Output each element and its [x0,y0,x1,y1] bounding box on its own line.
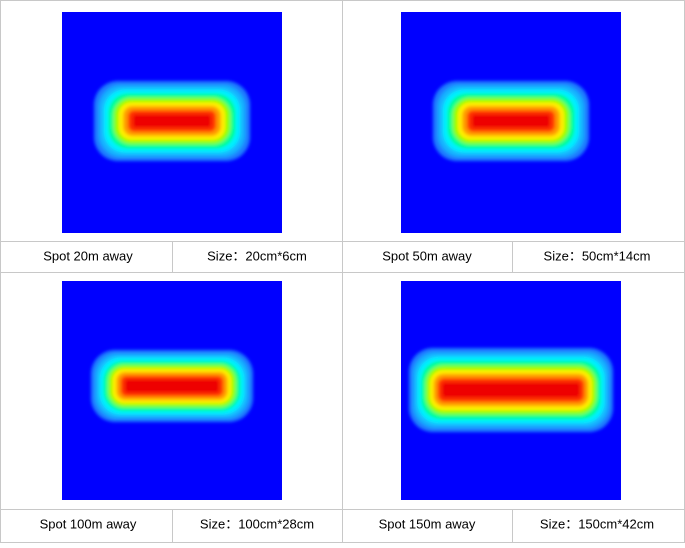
spot-label: Spot 100m away [40,516,137,531]
heat-layer [472,114,550,128]
spot-image [401,12,621,233]
spot-label: Spot 20m away [43,248,133,263]
heatmap [94,81,250,161]
heatmap [433,81,589,161]
heat-layer [125,379,219,393]
heatmap [91,350,253,422]
spot-label: Spot 50m away [382,248,472,263]
spot-size: Size：100cm*28cm [200,516,314,531]
heatmap [409,348,613,432]
spot-image [401,281,621,500]
spot-size: Size：150cm*42cm [540,516,654,531]
spot-image [62,281,282,500]
spot-size: Size：50cm*14cm [544,248,651,263]
heat-layer [133,114,211,128]
spot-image [62,12,282,233]
heat-layer [442,382,580,398]
spot-size: Size：20cm*6cm [207,248,307,263]
spot-label: Spot 150m away [379,516,476,531]
